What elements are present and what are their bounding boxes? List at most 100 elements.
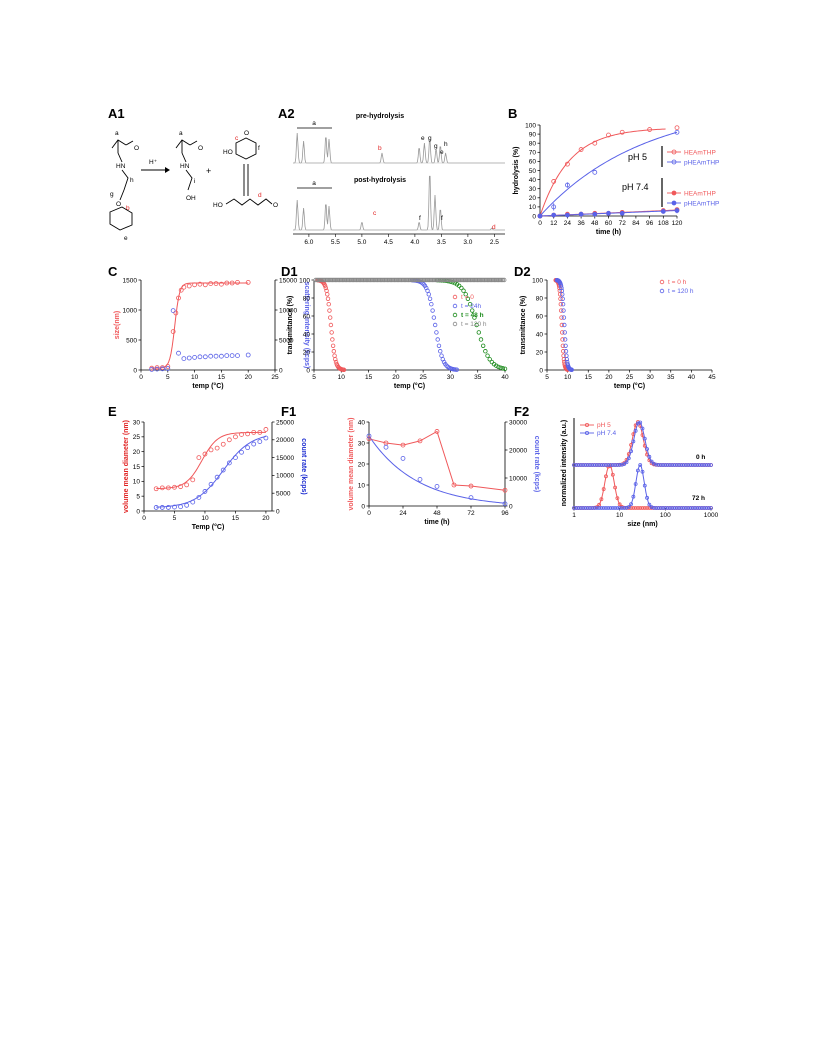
x-tick-label: 24 xyxy=(399,510,407,517)
data-point xyxy=(328,322,334,328)
data-point xyxy=(677,506,681,510)
data-point xyxy=(399,277,404,283)
peak-label-a-bottom: a xyxy=(312,180,316,187)
data-point xyxy=(351,277,356,283)
data-point xyxy=(359,277,365,283)
x-tick-label: 5 xyxy=(312,374,316,381)
atom-ho2: HO xyxy=(213,202,223,209)
data-point xyxy=(629,449,633,454)
data-point xyxy=(456,277,462,283)
data-point xyxy=(459,277,465,283)
post-hydrolysis-trace xyxy=(293,175,505,231)
data-point xyxy=(319,277,324,283)
data-point-0 xyxy=(592,140,598,146)
data-point xyxy=(478,337,484,342)
data-point xyxy=(382,277,387,283)
data-point xyxy=(385,277,390,283)
data-point xyxy=(681,463,686,467)
y-tick-label: 20 xyxy=(529,195,537,202)
data-point xyxy=(564,357,569,362)
data-point-left xyxy=(257,429,263,435)
data-point xyxy=(502,277,507,283)
data-point xyxy=(560,302,566,307)
data-point xyxy=(458,277,463,283)
data-point xyxy=(413,277,418,283)
data-point xyxy=(636,468,640,473)
y-tick-label: 0 xyxy=(306,367,310,374)
data-point xyxy=(699,506,704,510)
data-point xyxy=(661,463,665,467)
data-point xyxy=(557,292,563,297)
data-point-left xyxy=(178,287,184,293)
x-tick-label: 25 xyxy=(420,374,428,381)
data-point xyxy=(606,506,611,510)
x-tick-label: 24 xyxy=(564,220,572,227)
data-point xyxy=(581,506,586,510)
data-point xyxy=(378,277,383,283)
data-point xyxy=(323,285,329,291)
data-point xyxy=(472,277,477,283)
data-point xyxy=(561,349,566,354)
data-point-left xyxy=(224,280,230,286)
fit-count-rate xyxy=(368,435,506,504)
x-tick-label: 40 xyxy=(688,374,696,381)
data-point xyxy=(604,463,608,467)
peak-label-g2: g xyxy=(434,143,438,150)
legend-marker xyxy=(671,200,677,206)
annotation-72h: 72 h xyxy=(692,495,705,502)
data-point-right xyxy=(235,353,240,359)
data-point-left xyxy=(197,281,203,287)
data-point xyxy=(693,463,697,467)
y-tick-label: 0 xyxy=(279,367,283,374)
x-axis-title: size (nm) xyxy=(627,521,657,528)
data-point xyxy=(665,463,670,467)
x-tick-label: 120 xyxy=(672,220,683,227)
data-point xyxy=(706,463,711,467)
x-tick-label: 84 xyxy=(632,220,640,227)
x-tick-label: 48 xyxy=(591,220,599,227)
data-point xyxy=(395,277,400,283)
y-tick-label: 15 xyxy=(133,464,141,471)
data-point xyxy=(647,502,652,507)
data-point xyxy=(461,277,466,283)
data-point xyxy=(581,463,586,467)
data-point-left xyxy=(159,485,165,491)
x-tick-label: 0 xyxy=(139,374,143,381)
y-tick-label: 80 xyxy=(536,295,544,302)
data-point xyxy=(341,277,346,283)
data-point xyxy=(436,343,442,348)
data-point-right xyxy=(220,467,226,473)
data-point xyxy=(688,506,693,510)
thp-ring xyxy=(109,206,133,231)
data-point xyxy=(572,463,576,467)
x-axis-title: time (h) xyxy=(596,229,621,236)
y-tick-label: 40 xyxy=(358,419,366,426)
data-point-3 xyxy=(606,210,611,216)
plus-sign: + xyxy=(206,166,211,176)
data-point xyxy=(585,463,590,467)
data-point xyxy=(333,359,339,365)
legend-marker xyxy=(452,303,458,309)
data-point-0 xyxy=(551,179,557,184)
data-point xyxy=(679,463,684,467)
data-point xyxy=(642,436,647,441)
y-tick-label: 10 xyxy=(133,479,141,486)
y-tick-label: 20000 xyxy=(276,437,294,444)
data-point xyxy=(487,277,493,283)
data-point xyxy=(410,277,415,283)
data-point xyxy=(441,277,446,283)
y-axis-title-right: count rate (kcps) xyxy=(300,438,307,494)
data-point-right xyxy=(417,476,423,482)
x-tick-label: 25 xyxy=(271,374,279,381)
data-point xyxy=(672,463,677,467)
y-axis-title-left: volume mean diameter (nm) xyxy=(348,418,355,511)
x-tick-label: 96 xyxy=(646,220,654,227)
data-point-right xyxy=(202,354,208,360)
data-point xyxy=(604,506,608,510)
data-point-left xyxy=(202,282,208,288)
data-point xyxy=(500,366,506,371)
data-point xyxy=(578,506,583,510)
data-point xyxy=(409,277,414,283)
